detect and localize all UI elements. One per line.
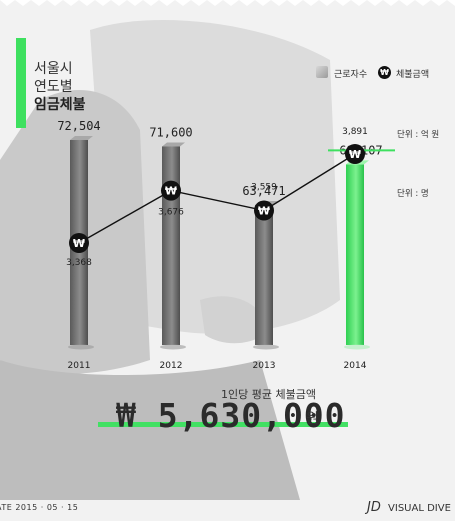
x-tick-2012: 2012: [160, 361, 183, 371]
legend-workers-label: 근로자수: [334, 70, 368, 80]
brand-name: VISUAL DIVE: [388, 503, 451, 514]
average-label: 1인당 평균 체불금액: [221, 388, 316, 401]
bar-shadow-2012: [160, 344, 186, 350]
won-coin-icon: ₩: [349, 148, 361, 161]
amount-value-label-2014: 3,891: [342, 127, 368, 137]
amount-point-2011: [69, 233, 89, 253]
average-value: ₩ 5,630,000: [116, 396, 346, 435]
bar-value-label-2011: 72,504: [57, 119, 100, 133]
brand-logo: JD: [367, 500, 381, 515]
average-highlight-line: [98, 422, 348, 427]
amount-point-2014: [345, 144, 365, 164]
average-unit: 원: [306, 411, 319, 427]
bar-cap-2011: [70, 136, 93, 140]
amount-point-2012: [161, 180, 181, 201]
date-text: ATE 2015 · 05 · 15: [0, 503, 79, 512]
unit-amount: 단위 : 억 원: [397, 130, 440, 140]
bar-value-label-2012: 71,600: [149, 126, 192, 140]
amount-value-label-2012: 3,676: [158, 208, 184, 218]
bar-value-label-2013: 63,471: [242, 184, 285, 198]
bar-swatch-icon: [316, 66, 328, 78]
won-coin-icon: ₩: [73, 237, 85, 250]
bar-2014: [346, 164, 364, 345]
won-coin-icon: ₩: [165, 185, 177, 198]
line-group: ₩3,368 ₩3,676 ₩3,559 ₩3,891: [66, 127, 368, 268]
bar-shadow-2014: [344, 344, 370, 350]
won-coin-icon: ₩: [378, 66, 391, 79]
x-tick-2013: 2013: [253, 361, 276, 371]
amount-line: [78, 153, 356, 244]
average-block: 1인당 평균 체불금액 ₩ 5,630,000 원: [0, 380, 455, 460]
x-tick-2011: 2011: [68, 361, 91, 371]
top-zigzag-edge: [0, 0, 455, 6]
bar-2012: [162, 146, 180, 345]
bar-shadow-2013: [253, 344, 279, 350]
unit-workers: 단위 : 명: [397, 189, 429, 199]
title-line-2: 연도별: [34, 79, 73, 95]
title-line-1: 서울시: [34, 61, 73, 77]
bar-shadow-2011: [68, 344, 94, 350]
bar-cap-2012: [162, 142, 185, 147]
legend-amount-label: 체불금액: [396, 70, 430, 80]
amount-value-label-2013: 3,559: [251, 182, 277, 192]
brand: JD VISUAL DIVE: [367, 500, 451, 515]
won-coin-icon: ₩: [258, 204, 270, 217]
bar-2013: [255, 204, 273, 345]
title-accent-bar: [16, 38, 26, 128]
x-tick-2014: 2014: [344, 361, 367, 371]
x-axis: 2011 2012 2013 2014: [68, 361, 367, 371]
title-line-3: 임금체불: [34, 97, 86, 113]
amount-point-2013: [254, 200, 274, 221]
amount-value-label-2011: 3,368: [66, 258, 92, 268]
